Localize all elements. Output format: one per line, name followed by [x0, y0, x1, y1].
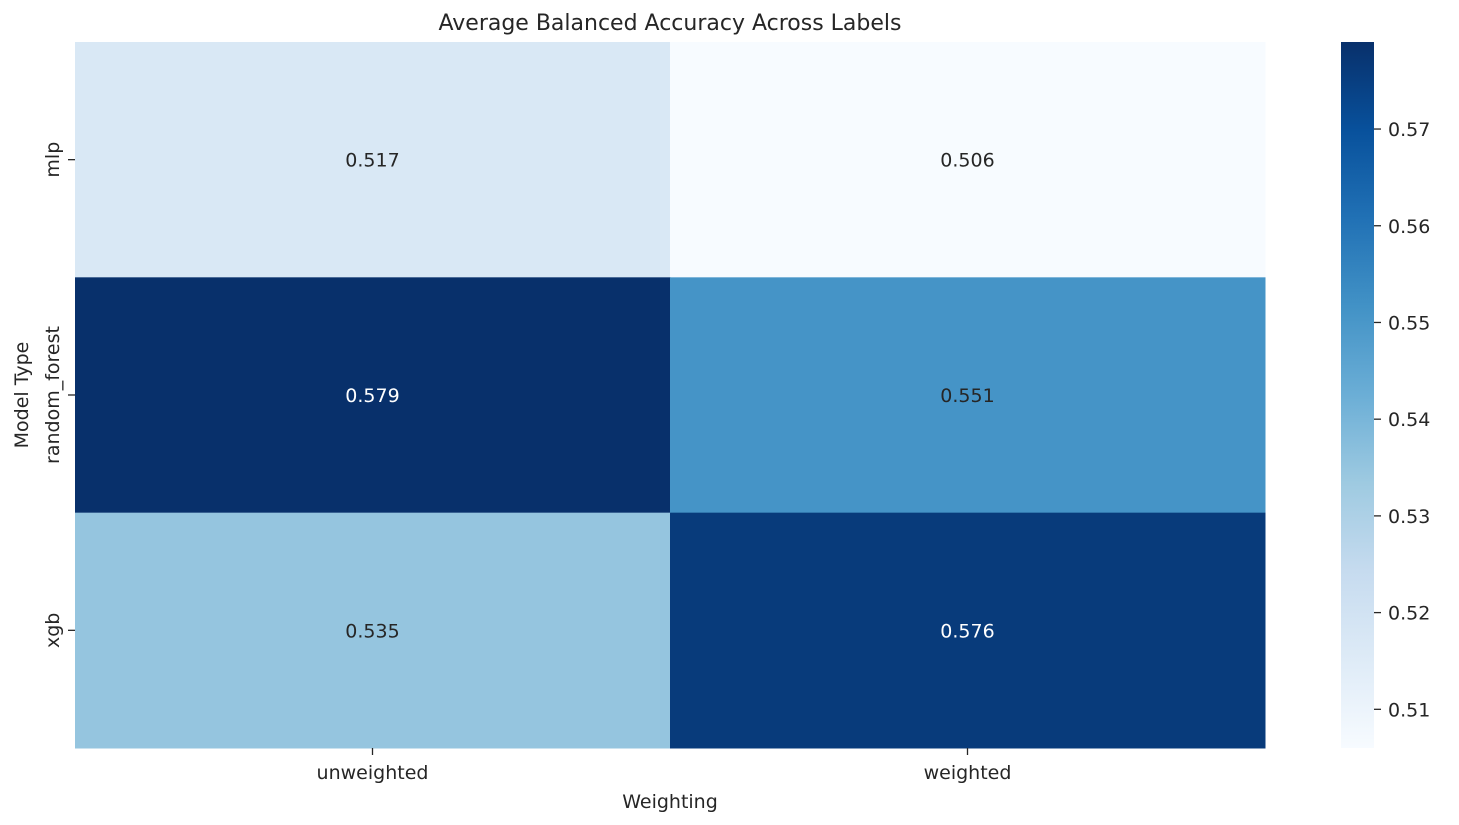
y-tick-label: mlp — [42, 142, 64, 178]
colorbar-tick-label: 0.57 — [1388, 119, 1430, 141]
colorbar-tick-label: 0.55 — [1388, 312, 1430, 334]
colorbar-tick-label: 0.56 — [1388, 216, 1430, 238]
heatmap-cell — [75, 512, 671, 749]
x-axis-label: Weighting — [622, 791, 718, 813]
heatmap-cell — [670, 277, 1266, 514]
y-tick-label: xgb — [42, 613, 64, 648]
y-tick-label: random_forest — [42, 326, 64, 464]
heatmap-cells: 0.517 0.506 0.579 0.551 0.535 0.576 — [75, 42, 1266, 749]
heatmap-cell — [75, 42, 671, 278]
heatmap-cell — [670, 42, 1266, 278]
heatmap-cell — [75, 277, 671, 514]
cell-value-label: 0.506 — [940, 150, 994, 172]
cell-value-label: 0.576 — [940, 620, 994, 642]
x-tick-label: weighted — [924, 762, 1012, 784]
colorbar-tick-label: 0.54 — [1388, 409, 1430, 431]
cell-value-label: 0.535 — [345, 620, 399, 642]
colorbar-tick-label: 0.51 — [1388, 699, 1430, 721]
cell-value-label: 0.517 — [345, 150, 399, 172]
heatmap-cell — [670, 512, 1266, 749]
cell-value-label: 0.551 — [940, 385, 994, 407]
colorbar-tick-label: 0.53 — [1388, 506, 1430, 528]
cell-value-label: 0.579 — [345, 385, 399, 407]
x-tick-label: unweighted — [317, 762, 429, 784]
x-axis-ticks: unweighted weighted — [317, 747, 1012, 784]
colorbar-ticks: 0.51 0.52 0.53 0.54 0.55 0.56 0.57 — [1374, 119, 1430, 721]
colorbar-tick-label: 0.52 — [1388, 603, 1430, 625]
y-axis-label: Model Type — [11, 342, 33, 449]
colorbar — [1341, 42, 1374, 748]
chart-title: Average Balanced Accuracy Across Labels — [439, 11, 902, 36]
